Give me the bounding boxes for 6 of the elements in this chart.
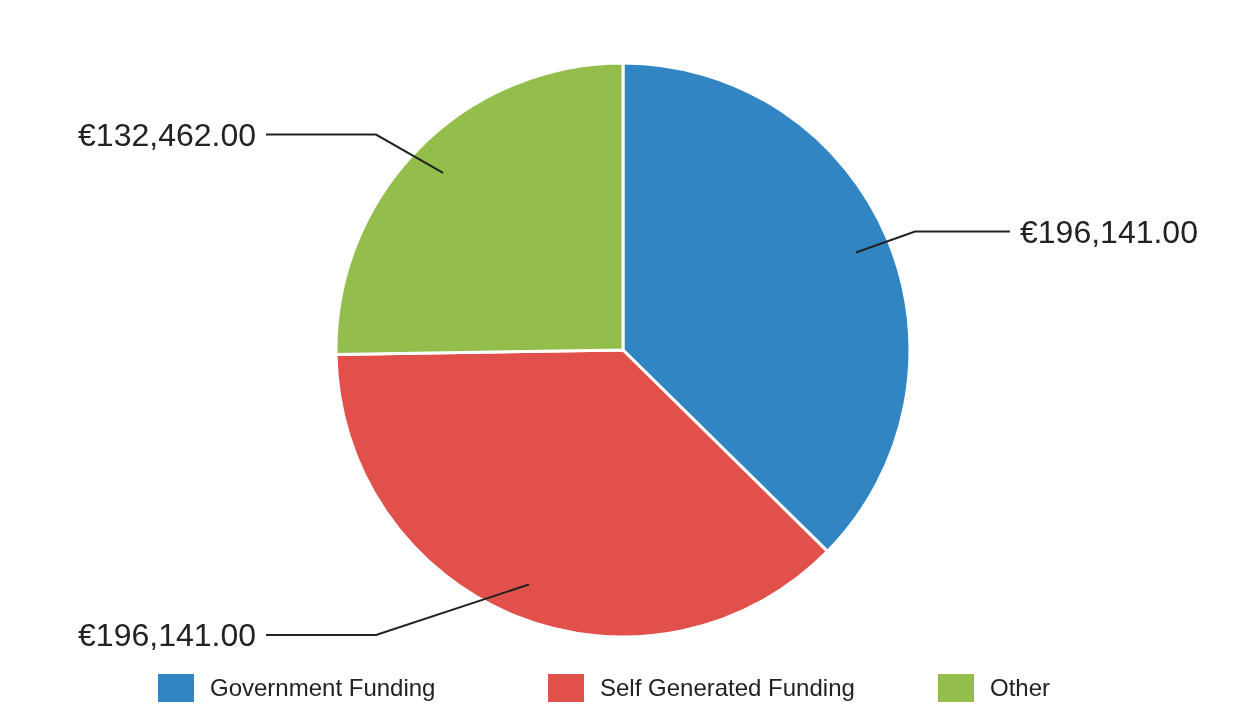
legend-label: Self Generated Funding bbox=[600, 674, 855, 702]
data-label: €132,462.00 bbox=[78, 116, 256, 153]
legend-label: Government Funding bbox=[210, 674, 436, 702]
legend-label: Other bbox=[990, 674, 1051, 702]
data-label: €196,141.00 bbox=[78, 617, 256, 654]
data-label: €196,141.00 bbox=[1020, 213, 1198, 250]
